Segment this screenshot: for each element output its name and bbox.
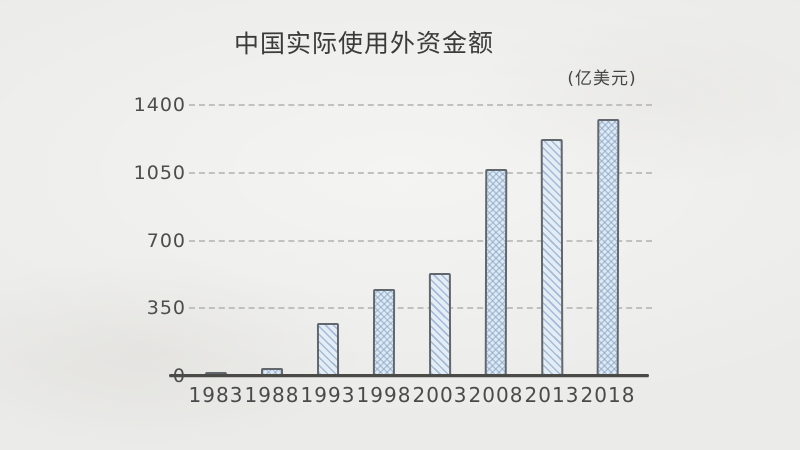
bar-1993 [316,322,340,377]
unit-label: (亿美元) [567,69,637,89]
y-tick-label-350: 350 [146,297,186,320]
chart-title: 中国实际使用外资金额 [233,28,495,59]
x-axis-line [169,374,649,377]
x-tick-label-2013: 2013 [524,383,580,407]
gridline-350 [189,307,652,310]
bar-2008 [484,168,508,377]
x-tick-label-2008: 2008 [468,383,524,407]
bar-1998 [372,288,396,377]
x-tick-label-1983: 1983 [188,383,244,407]
y-tick-label-700: 700 [146,229,186,252]
bar-2003 [428,272,452,377]
y-tick-label-1400: 1400 [133,94,186,116]
y-tick-label-1050: 1050 [133,161,186,184]
gridline-1050 [189,171,652,174]
bar-2013 [540,138,564,377]
gridline-700 [189,239,652,242]
x-tick-label-2018: 2018 [580,383,636,407]
gridline-1400 [189,104,652,106]
bar-2018 [596,118,620,377]
x-tick-label-2003: 2003 [412,383,468,407]
x-tick-label-1988: 1988 [244,383,300,407]
x-tick-label-1998: 1998 [356,383,412,407]
x-tick-label-1993: 1993 [300,383,356,407]
